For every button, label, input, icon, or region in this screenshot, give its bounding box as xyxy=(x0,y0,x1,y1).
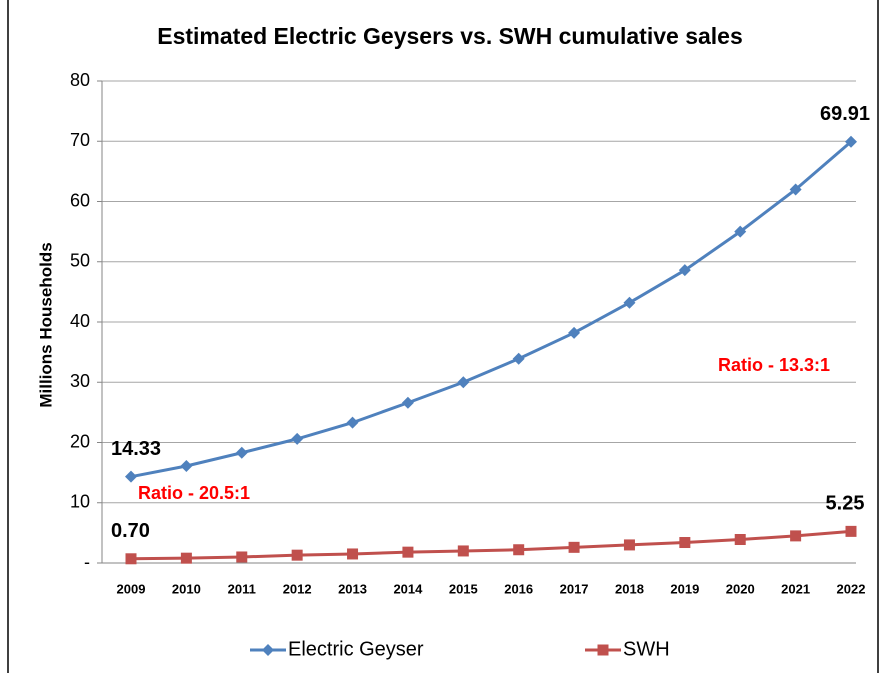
point xyxy=(236,551,248,563)
y-tick-label: 40 xyxy=(70,311,90,331)
point xyxy=(512,352,525,365)
point xyxy=(623,296,636,309)
point xyxy=(291,432,304,445)
point xyxy=(180,552,192,564)
x-tick-label: 2016 xyxy=(504,581,533,596)
y-tick-label: 30 xyxy=(70,371,90,391)
point xyxy=(457,545,469,557)
point xyxy=(180,459,193,472)
point xyxy=(679,537,691,549)
point xyxy=(235,446,248,459)
point xyxy=(401,396,414,409)
legend-label: Electric Geyser xyxy=(288,638,424,660)
x-tick-label: 2009 xyxy=(117,581,146,596)
point xyxy=(734,534,746,546)
point xyxy=(845,525,857,537)
x-tick-label: 2013 xyxy=(338,581,367,596)
legend-marker xyxy=(262,644,274,656)
point xyxy=(347,548,359,560)
point xyxy=(734,225,747,238)
y-tick-label: 50 xyxy=(70,251,90,271)
x-tick-label: 2020 xyxy=(726,581,755,596)
x-tick-label: 2015 xyxy=(449,581,478,596)
y-tick-label: 10 xyxy=(70,492,90,512)
series-line xyxy=(130,529,852,561)
series-line xyxy=(130,140,852,479)
annotation: Ratio - 13.3:1 xyxy=(718,355,830,375)
point xyxy=(346,416,359,429)
point xyxy=(568,326,581,339)
point xyxy=(623,539,635,551)
point xyxy=(513,544,525,556)
chart-title: Estimated Electric Geysers vs. SWH cumul… xyxy=(157,23,743,49)
y-axis-label: Millions Households xyxy=(36,242,55,407)
data-label: 69.91 xyxy=(820,103,870,125)
point xyxy=(291,549,303,561)
x-tick-label: 2019 xyxy=(670,581,699,596)
point xyxy=(457,376,470,389)
point xyxy=(790,530,802,542)
x-tick-label: 2017 xyxy=(560,581,589,596)
y-tick-label: 20 xyxy=(70,431,90,451)
frame xyxy=(7,0,879,673)
point xyxy=(568,541,580,553)
x-tick-label: 2018 xyxy=(615,581,644,596)
y-tick-label: 80 xyxy=(70,70,90,90)
x-tick-label: 2014 xyxy=(393,581,423,596)
point xyxy=(845,135,857,148)
data-label: 0.70 xyxy=(111,520,150,542)
x-tick-label: 2011 xyxy=(228,581,256,596)
y-tick-label: 60 xyxy=(70,190,90,210)
data-label: 5.25 xyxy=(826,493,865,515)
x-tick-label: 2012 xyxy=(283,581,312,596)
y-tick-label: 70 xyxy=(70,130,90,150)
y-tick-label: - xyxy=(84,552,90,572)
point xyxy=(125,470,137,483)
legend-marker xyxy=(597,644,609,656)
point xyxy=(678,264,691,277)
point xyxy=(789,183,802,196)
x-tick-label: 2010 xyxy=(172,581,201,596)
point xyxy=(402,546,414,558)
point xyxy=(125,553,137,565)
annotation: Ratio - 20.5:1 xyxy=(138,483,250,503)
data-label: 14.33 xyxy=(111,438,161,460)
legend-label: SWH xyxy=(623,638,670,660)
x-tick-label: 2021 xyxy=(781,581,810,596)
x-tick-label: 2022 xyxy=(837,581,866,596)
